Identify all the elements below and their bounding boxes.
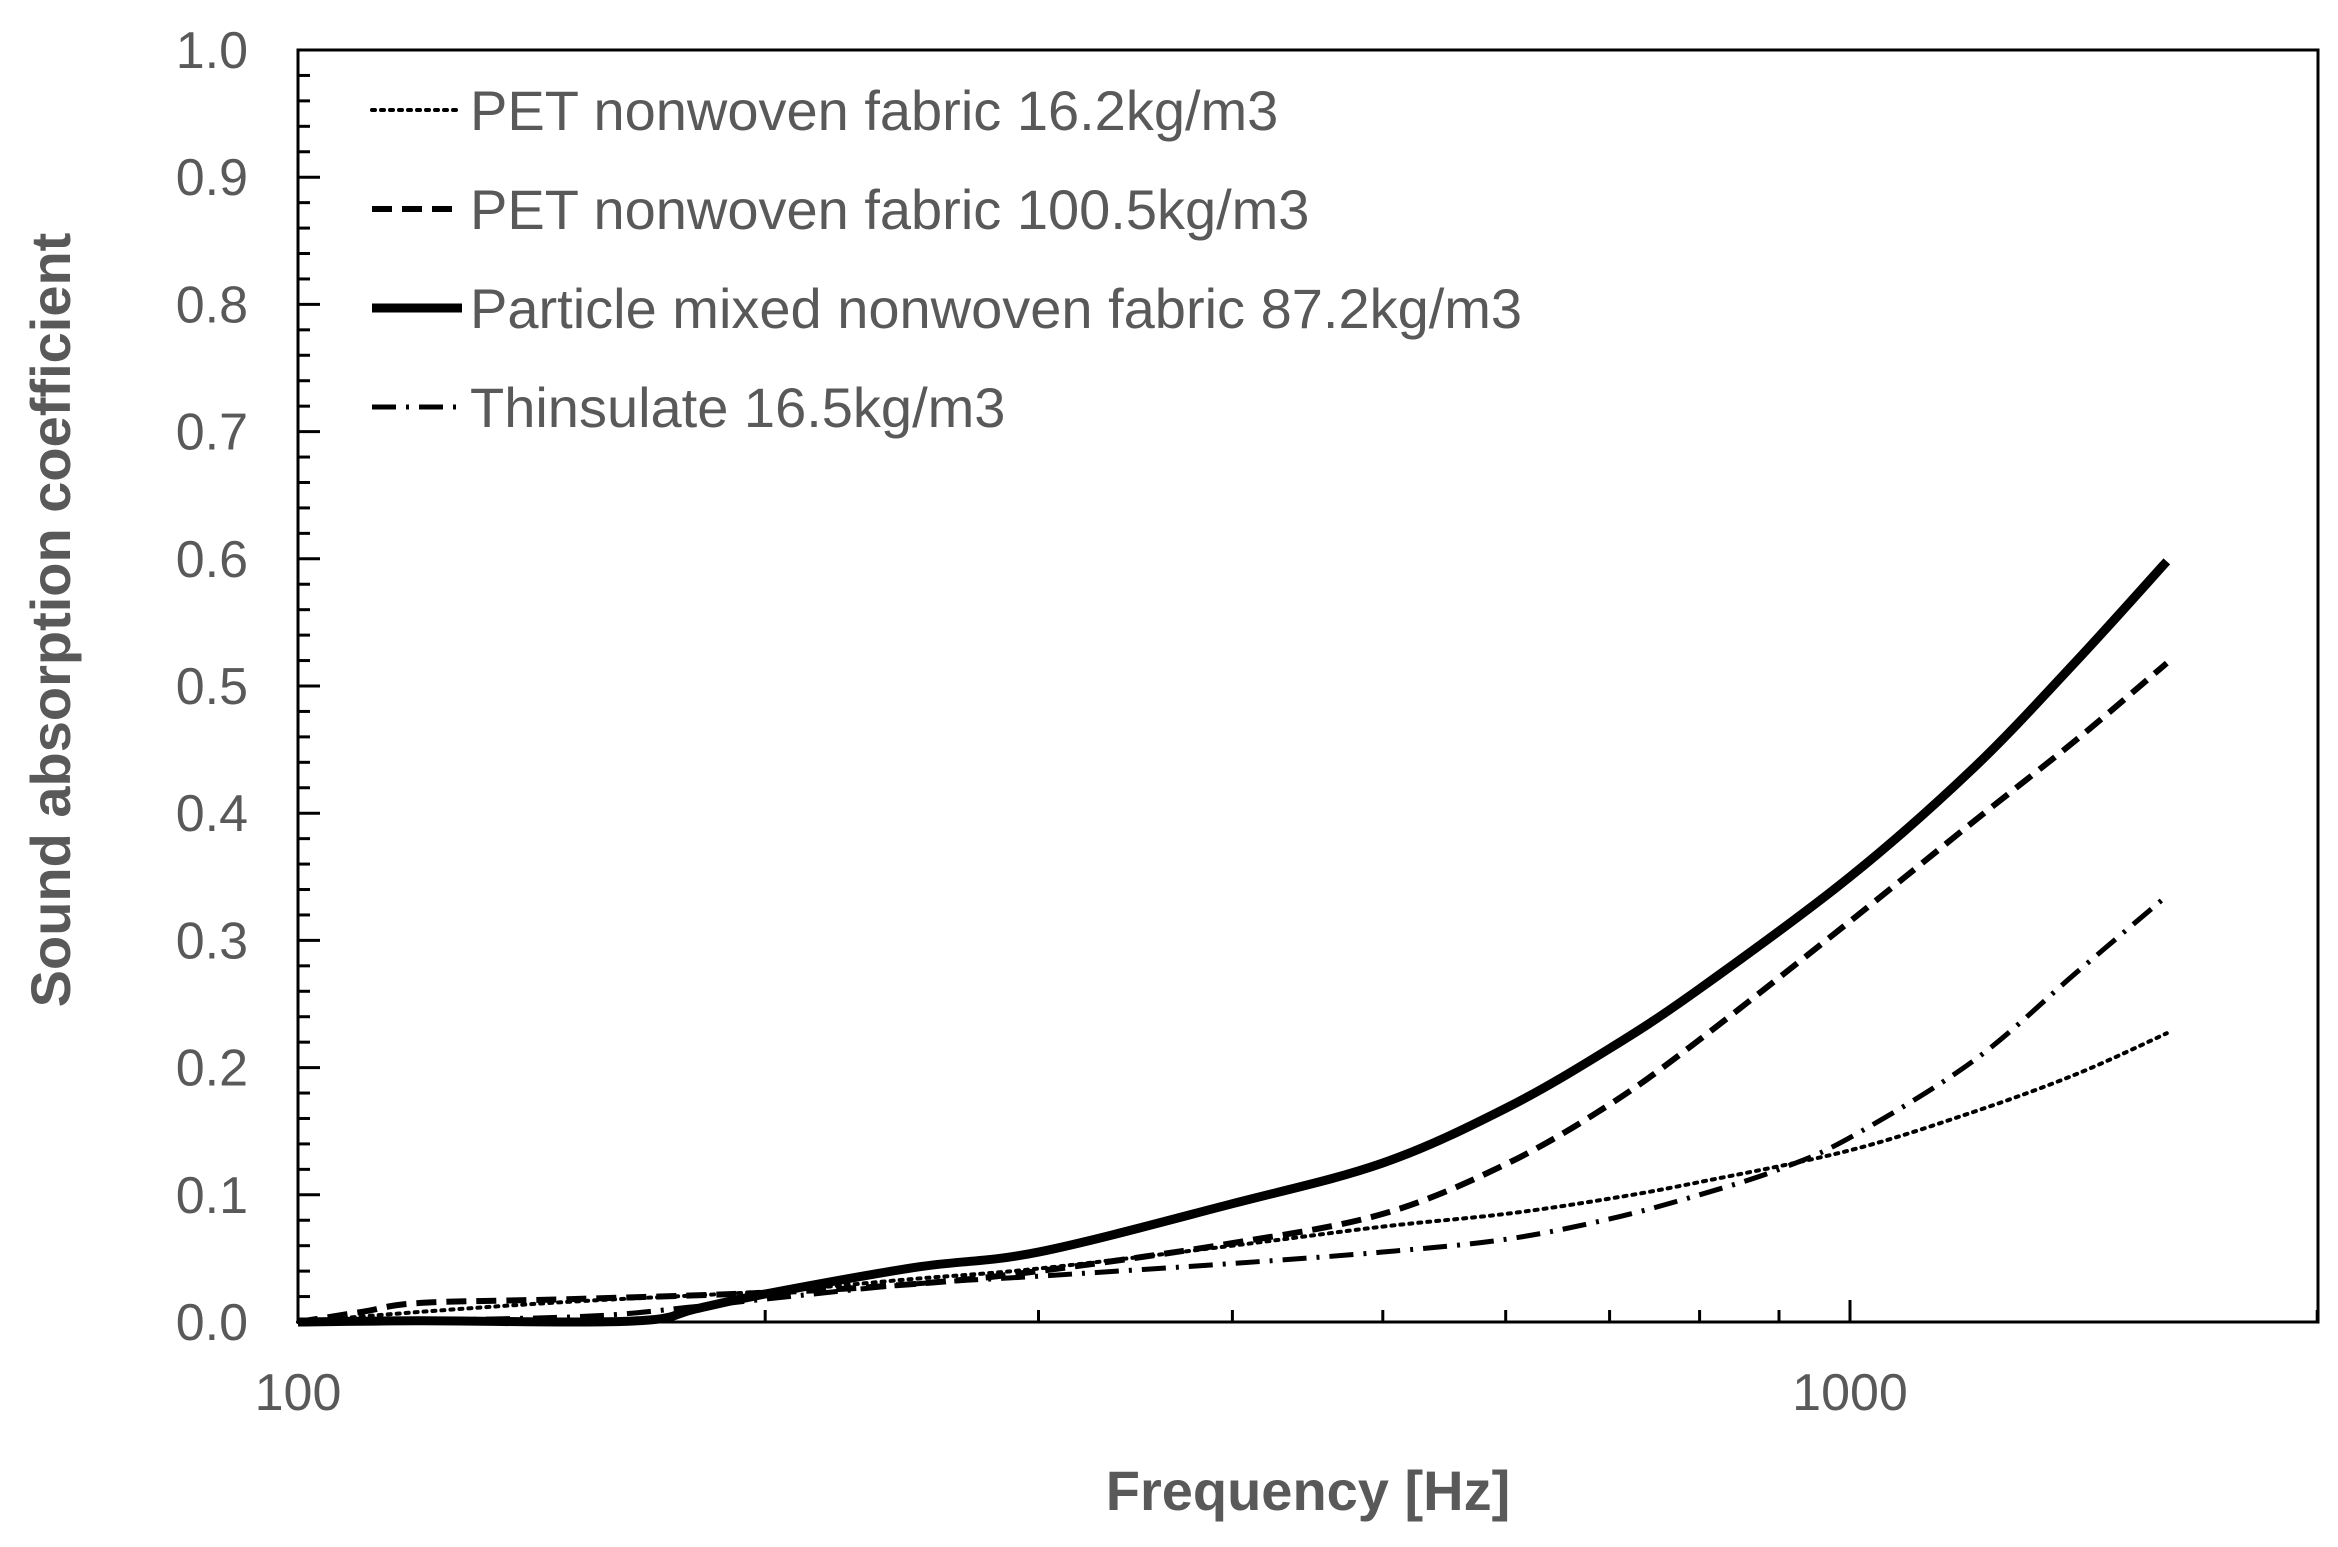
y-tick-label: 0.4 <box>176 785 248 843</box>
y-tick-label: 0.3 <box>176 912 248 970</box>
series-layer <box>296 558 2171 1327</box>
series-line-2 <box>297 558 2171 1327</box>
y-tick-label: 0.1 <box>176 1167 248 1225</box>
y-tick-label: 0.0 <box>176 1294 248 1352</box>
y-axis-title: Sound absorption coefficient <box>19 233 82 1008</box>
x-tick-label: 100 <box>255 1364 342 1422</box>
y-tick-label: 1.0 <box>176 22 248 80</box>
x-tick-label: 1000 <box>1792 1364 1908 1422</box>
legend-label-thinsulate: Thinsulate 16.5kg/m3 <box>470 376 1005 439</box>
y-tick-label: 0.9 <box>176 149 248 207</box>
series-line-1 <box>297 660 2169 1325</box>
legend-label-particle: Particle mixed nonwoven fabric 87.2kg/m3 <box>470 277 1522 340</box>
legend: PET nonwoven fabric 16.2kg/m3 PET nonwov… <box>370 79 1522 439</box>
series-line-3 <box>297 893 2169 1325</box>
y-tick-label: 0.5 <box>176 658 248 716</box>
y-tick-label: 0.2 <box>176 1040 248 1098</box>
x-axis: 100 1000 <box>255 1300 2319 1422</box>
y-axis: 0.0 0.1 0.2 0.3 0.4 0.5 0.6 0.7 0.8 0.9 1.0 <box>176 22 320 1352</box>
y-tick-label: 0.8 <box>176 276 248 334</box>
legend-label-pet-100: PET nonwoven fabric 100.5kg/m3 <box>470 178 1309 241</box>
series-line-0 <box>296 1031 2169 1324</box>
y-tick-label: 0.7 <box>176 404 248 462</box>
plot-frame <box>296 48 2320 1324</box>
x-axis-title: Frequency [Hz] <box>1106 1459 1511 1522</box>
y-tick-label: 0.6 <box>176 531 248 589</box>
legend-label-pet-16: PET nonwoven fabric 16.2kg/m3 <box>470 79 1278 142</box>
